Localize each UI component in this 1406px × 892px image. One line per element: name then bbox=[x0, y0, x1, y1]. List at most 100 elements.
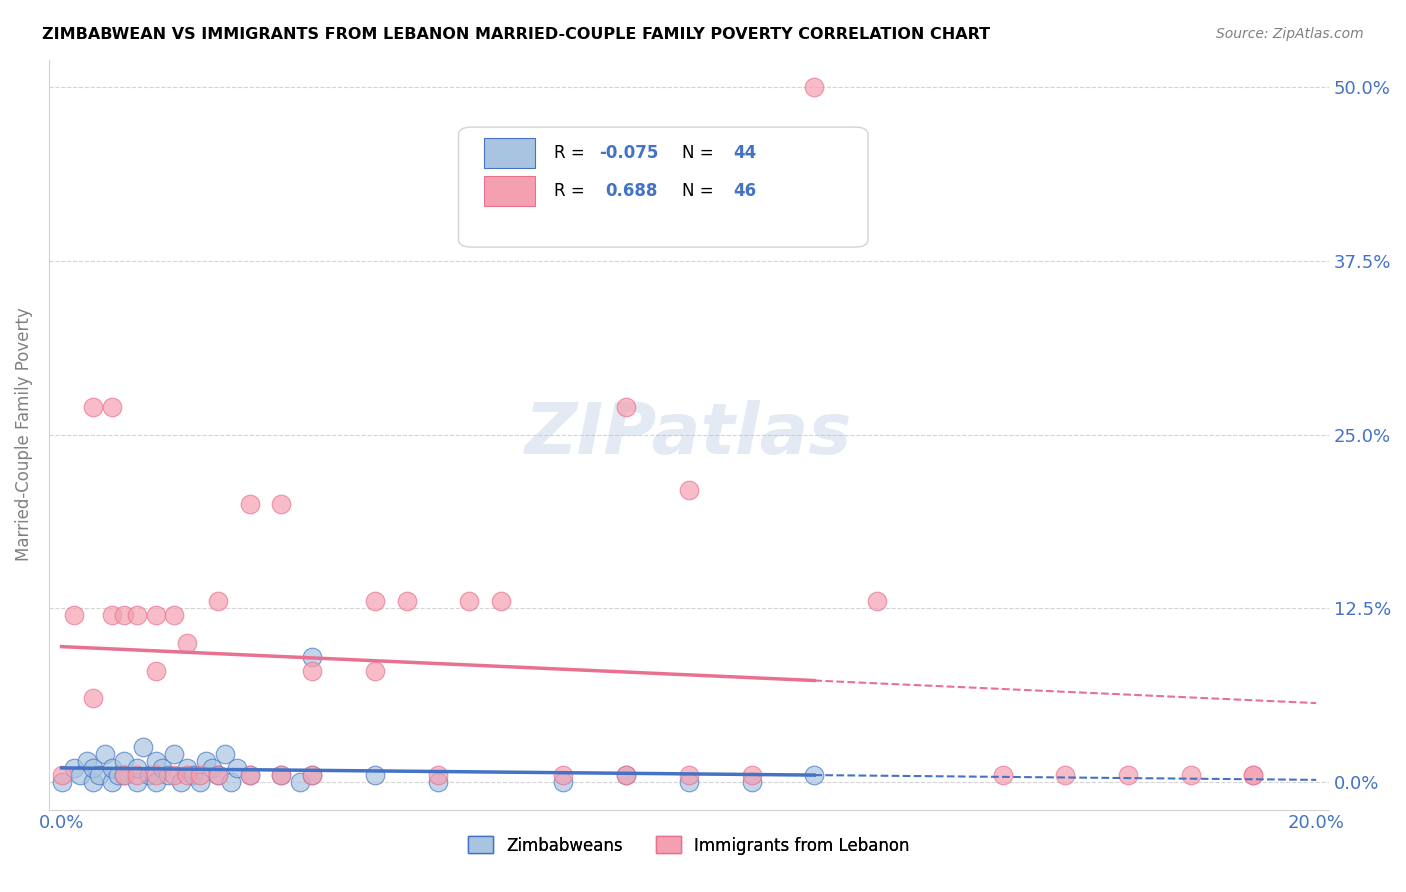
Point bbox=[1180, 768, 1202, 782]
Point bbox=[489, 594, 512, 608]
Point bbox=[51, 774, 73, 789]
Point bbox=[288, 774, 311, 789]
Point bbox=[163, 747, 186, 761]
Text: 46: 46 bbox=[734, 182, 756, 200]
Point bbox=[866, 594, 889, 608]
Point bbox=[364, 664, 387, 678]
Point bbox=[100, 774, 122, 789]
Point bbox=[82, 691, 104, 706]
Point bbox=[145, 774, 167, 789]
Point bbox=[107, 768, 129, 782]
Point bbox=[69, 768, 91, 782]
Point bbox=[181, 768, 204, 782]
Text: 0.688: 0.688 bbox=[606, 182, 658, 200]
Text: N =: N = bbox=[682, 145, 720, 162]
Point bbox=[157, 768, 180, 782]
Point bbox=[145, 664, 167, 678]
Point bbox=[239, 497, 262, 511]
Point bbox=[214, 747, 236, 761]
Text: ZIPatlas: ZIPatlas bbox=[526, 401, 852, 469]
Point bbox=[170, 774, 193, 789]
Point bbox=[553, 774, 575, 789]
Point bbox=[678, 483, 700, 497]
Point bbox=[991, 768, 1014, 782]
FancyBboxPatch shape bbox=[484, 176, 536, 206]
Point bbox=[100, 761, 122, 775]
Point bbox=[301, 664, 323, 678]
Point bbox=[94, 747, 117, 761]
Point bbox=[163, 768, 186, 782]
Point bbox=[82, 761, 104, 775]
Point bbox=[239, 768, 262, 782]
Point bbox=[132, 739, 155, 754]
Text: ZIMBABWEAN VS IMMIGRANTS FROM LEBANON MARRIED-COUPLE FAMILY POVERTY CORRELATION : ZIMBABWEAN VS IMMIGRANTS FROM LEBANON MA… bbox=[42, 27, 990, 42]
Point bbox=[188, 768, 211, 782]
Point bbox=[63, 761, 86, 775]
Point bbox=[100, 608, 122, 623]
Point bbox=[678, 774, 700, 789]
Point bbox=[194, 754, 217, 768]
Point bbox=[614, 768, 637, 782]
Point bbox=[270, 768, 292, 782]
Point bbox=[741, 768, 763, 782]
Point bbox=[803, 80, 825, 95]
Point bbox=[207, 768, 229, 782]
Point bbox=[138, 768, 160, 782]
Point bbox=[226, 761, 249, 775]
Legend: Zimbabweans, Immigrants from Lebanon: Zimbabweans, Immigrants from Lebanon bbox=[461, 830, 917, 861]
Point bbox=[100, 400, 122, 414]
Point bbox=[176, 768, 198, 782]
Point bbox=[145, 608, 167, 623]
Point bbox=[112, 768, 135, 782]
Point bbox=[395, 594, 418, 608]
Point bbox=[301, 649, 323, 664]
Y-axis label: Married-Couple Family Poverty: Married-Couple Family Poverty bbox=[15, 308, 32, 561]
Point bbox=[1116, 768, 1139, 782]
Text: R =: R = bbox=[554, 145, 591, 162]
Point bbox=[364, 594, 387, 608]
Point bbox=[270, 497, 292, 511]
Point bbox=[614, 400, 637, 414]
Point bbox=[741, 774, 763, 789]
Point bbox=[125, 768, 148, 782]
Point bbox=[803, 768, 825, 782]
Point bbox=[82, 400, 104, 414]
Point bbox=[51, 768, 73, 782]
Text: N =: N = bbox=[682, 182, 720, 200]
Point bbox=[89, 768, 111, 782]
Point bbox=[145, 754, 167, 768]
Point bbox=[125, 774, 148, 789]
Point bbox=[145, 768, 167, 782]
Point bbox=[63, 608, 86, 623]
Point bbox=[270, 768, 292, 782]
Point bbox=[678, 768, 700, 782]
Point bbox=[188, 774, 211, 789]
Point bbox=[426, 768, 449, 782]
Text: Source: ZipAtlas.com: Source: ZipAtlas.com bbox=[1216, 27, 1364, 41]
Point bbox=[76, 754, 98, 768]
Point bbox=[219, 774, 242, 789]
Point bbox=[426, 774, 449, 789]
Point bbox=[207, 594, 229, 608]
Point bbox=[553, 768, 575, 782]
Point bbox=[1243, 768, 1265, 782]
Point bbox=[112, 754, 135, 768]
Point bbox=[1054, 768, 1077, 782]
Point bbox=[301, 768, 323, 782]
Point bbox=[125, 761, 148, 775]
Point bbox=[176, 761, 198, 775]
Point bbox=[1243, 768, 1265, 782]
Point bbox=[112, 768, 135, 782]
Text: 44: 44 bbox=[734, 145, 756, 162]
Point bbox=[163, 608, 186, 623]
FancyBboxPatch shape bbox=[458, 127, 868, 247]
FancyBboxPatch shape bbox=[484, 138, 536, 169]
Point bbox=[125, 608, 148, 623]
Point bbox=[458, 594, 481, 608]
Point bbox=[112, 608, 135, 623]
Text: R =: R = bbox=[554, 182, 591, 200]
Text: -0.075: -0.075 bbox=[599, 145, 658, 162]
Point bbox=[614, 768, 637, 782]
Point bbox=[82, 774, 104, 789]
Point bbox=[201, 761, 224, 775]
